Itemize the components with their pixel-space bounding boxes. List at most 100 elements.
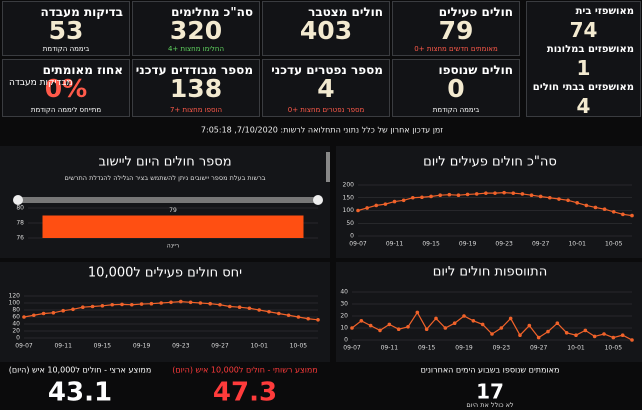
point (396, 327, 401, 332)
point (149, 301, 154, 306)
stat-card: חולים מצטבר 403 (262, 1, 390, 56)
x-tick-label: 09-23 (495, 241, 513, 248)
y-tick-label: 20 (340, 313, 348, 320)
stat-label: מאומתים שנוספו בשבוע הימים האחרונים (421, 366, 560, 375)
card-title: סה"כ מחלימים (171, 5, 253, 19)
point (490, 332, 494, 336)
card-title: מספר מבודדים עדכני (135, 63, 253, 77)
point (247, 306, 252, 311)
point (434, 316, 438, 321)
x-tick-label: 09-11 (386, 241, 404, 248)
point (257, 308, 262, 312)
stat-card: מספר מבודדים עדכני 138 הוספו מחצות +7 (132, 59, 260, 117)
y-tick-label: 120 (9, 293, 21, 300)
point (401, 198, 406, 203)
point (120, 302, 124, 307)
point (548, 195, 552, 200)
stat-card: חולים שנוספו 0 ביממה הקודמת (392, 59, 520, 117)
hospital-value: 1 (576, 56, 591, 80)
x-tick-label: 09-15 (94, 343, 112, 350)
point (630, 213, 634, 218)
point (630, 338, 634, 342)
x-tick-label: 10-01 (568, 241, 586, 248)
point (502, 190, 506, 195)
point (429, 194, 433, 199)
hospital-label: מאושפזים במלונות (546, 44, 634, 55)
card-title: מספר נפטרים עדכני (271, 63, 383, 77)
point (306, 316, 311, 321)
point (447, 192, 452, 197)
point (415, 310, 420, 315)
y-tick-label: 60 (12, 314, 20, 321)
point (564, 331, 569, 335)
y-tick-label: 0 (350, 233, 354, 240)
y-tick-label: 80 (16, 205, 24, 212)
stat-card: חולים פעילים 79 מאומתים חדשים מחצות +0 (392, 1, 520, 56)
bar-label: 79 (169, 207, 177, 214)
y-tick-label: 150 (343, 194, 355, 201)
point (110, 302, 114, 307)
point (392, 199, 397, 204)
card-title: בדיקות מעבדה (40, 5, 123, 19)
chart-title: התווספות חולים ליום (433, 265, 547, 280)
point (228, 304, 232, 309)
card-title: אחוז מאומתים (42, 63, 123, 77)
x-tick-label: 10-05 (605, 241, 623, 248)
card-sub: מבדיקות מעבדה (9, 78, 73, 88)
y-tick-label: 76 (16, 235, 24, 242)
x-tick-label: 10-05 (290, 343, 308, 350)
scrollbar[interactable] (326, 152, 330, 182)
point (411, 195, 415, 200)
point (81, 305, 85, 310)
point (536, 335, 541, 340)
point (374, 203, 379, 208)
point (557, 197, 561, 201)
y-tick-label: 78 (16, 220, 24, 227)
hospital-card: מאושפזי בית 74 מאושפזים במלונות 1 מאושפזים ב… (526, 1, 641, 118)
hospital-value: 4 (576, 94, 591, 118)
y-tick-label: 0 (344, 337, 348, 344)
point (420, 195, 424, 200)
x-tick-label: 09-07 (15, 343, 33, 350)
y-tick-label: 40 (12, 321, 20, 328)
point (511, 191, 516, 195)
point (316, 318, 320, 322)
point (499, 326, 504, 330)
point (462, 314, 466, 318)
y-tick-label: 100 (9, 300, 21, 307)
point (474, 192, 479, 196)
point (574, 333, 578, 338)
card-title: חולים פעילים (438, 5, 513, 19)
point (443, 326, 448, 330)
point (90, 304, 95, 309)
point (538, 194, 543, 199)
point (368, 323, 373, 328)
card-title: חולים מצטבר (308, 5, 383, 19)
card-value: 4 (317, 74, 335, 103)
point (296, 315, 301, 319)
point (480, 322, 485, 327)
card-note: מספר נפטרים מחצות +0 (287, 106, 365, 114)
bar (42, 215, 304, 238)
slider-handle[interactable] (313, 195, 323, 205)
point (51, 311, 56, 315)
point (179, 299, 183, 304)
point (493, 191, 497, 195)
chart-title: מספר חולים היום ליישוב (98, 155, 231, 170)
point (100, 304, 105, 308)
x-tick-label: 09-15 (422, 241, 440, 248)
x-tick-label: 09-23 (493, 345, 511, 352)
slider-handle[interactable] (13, 195, 23, 205)
point (424, 327, 429, 332)
stat-label: ממוצע רשותי - חולים ל10,000 איש (היום) (172, 366, 318, 375)
chart-subtitle: ברשות בעלת מספר יישובים ניתן להשתמש בציר… (64, 174, 265, 182)
point (529, 193, 534, 197)
point (620, 333, 625, 338)
panel (336, 262, 642, 362)
point (452, 321, 457, 326)
stat-card: אחוז מאומתים 0% מבדיקות מעבדה מתייחס ליממה … (2, 59, 130, 117)
y-tick-label: 200 (343, 182, 355, 189)
stat-value: 43.1 (48, 378, 112, 408)
